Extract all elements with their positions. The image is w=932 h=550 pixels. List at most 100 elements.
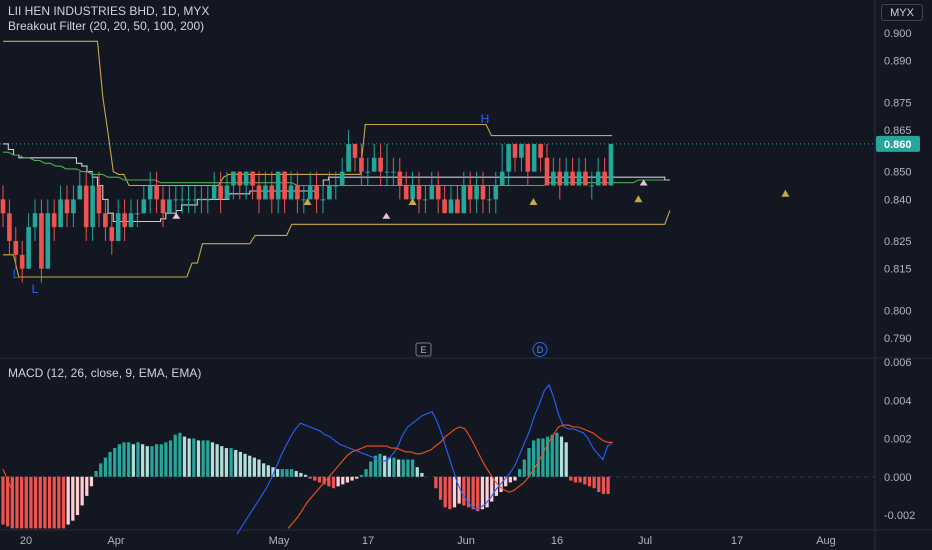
time-tick-label: 17 [362, 535, 374, 547]
macd-tick-label: 0.006 [884, 357, 912, 369]
breakout-triangle-icon [781, 189, 790, 197]
candle-body [71, 199, 76, 214]
time-tick-label: Jul [638, 535, 652, 547]
macd-histogram-bar [350, 476, 354, 481]
macd-histogram-bar [262, 463, 266, 477]
candle-body [218, 185, 223, 200]
macd-histogram-bar [494, 476, 499, 496]
macd-histogram-bar [476, 476, 480, 512]
candle-body [359, 157, 364, 172]
macd-histogram-bar [131, 444, 135, 477]
macd-histogram-bar [294, 471, 298, 477]
currency-button[interactable]: MYX [881, 4, 923, 21]
macd-histogram-bar [303, 474, 308, 477]
macd-histogram-bar [52, 476, 56, 529]
price-tick-label: 0.800 [884, 305, 912, 317]
macd-histogram-bar [187, 438, 191, 477]
macd-histogram-bar [359, 474, 364, 477]
macd-histogram-bar [480, 476, 485, 510]
macd-histogram-bar [108, 451, 112, 477]
candle-body [551, 171, 556, 186]
candle-body [167, 199, 172, 214]
macd-pane [0, 383, 875, 535]
candle-body [346, 143, 351, 172]
macd-histogram-bar [252, 457, 256, 477]
macd-histogram-bar [299, 472, 303, 477]
candle-body [115, 213, 121, 241]
macd-histogram-bar [38, 476, 42, 529]
candle-body [288, 185, 294, 200]
price-tick-label: 0.900 [884, 28, 912, 40]
macd-histogram-bar [182, 436, 187, 477]
macd-histogram-bar [280, 469, 284, 477]
candle-body [199, 199, 204, 201]
candle-body [378, 157, 383, 172]
price-tick-label: 0.825 [884, 236, 912, 248]
lower-band-line [3, 210, 671, 278]
pivot-low-label: L [32, 282, 39, 296]
time-tick-label: May [269, 535, 290, 547]
macd-histogram-bar [75, 476, 80, 515]
time-tick-label: 17 [731, 535, 743, 547]
macd-histogram-bar [457, 476, 461, 504]
candle-body [154, 185, 159, 200]
candle-body [122, 213, 127, 228]
price-tick-label: 0.890 [884, 56, 912, 68]
macd-histogram-bar [141, 444, 145, 477]
candle-body [301, 199, 307, 201]
chart-title: LII HEN INDUSTRIES BHD, 1D, MYX [8, 4, 210, 18]
candle-body [269, 185, 275, 200]
macd-histogram-bar [238, 451, 243, 477]
price-tick-label: 0.840 [884, 194, 912, 206]
macd-histogram-bar [210, 442, 215, 477]
macd-histogram-bar [583, 476, 587, 485]
candle-body [583, 171, 588, 186]
time-tick-label: Apr [107, 535, 124, 547]
dividend-badge[interactable] [532, 342, 548, 357]
pivot-triangle-icon [172, 212, 181, 219]
candle-body [51, 213, 57, 228]
candle-body [371, 157, 377, 172]
candle-body [141, 199, 147, 214]
macd-histogram-bar [606, 476, 610, 494]
candle-body [474, 185, 479, 200]
macd-histogram-bar [369, 461, 373, 477]
earnings-badge[interactable] [415, 342, 432, 357]
candle-body [320, 199, 326, 201]
candle-body [525, 143, 531, 172]
candle-body [493, 185, 499, 200]
macd-legend: MACD (12, 26, close, 9, EMA, EMA) [8, 366, 202, 380]
macd-histogram-bar [136, 442, 140, 477]
candle-body [32, 213, 38, 228]
macd-histogram-bar [117, 444, 121, 477]
macd-histogram-bar [168, 440, 173, 477]
macd-histogram-bar [383, 455, 387, 477]
price-tick-label: 0.865 [884, 125, 912, 137]
candle-body [7, 213, 12, 241]
macd-histogram-bar [541, 438, 545, 477]
candle-body [435, 185, 441, 200]
macd-tick-label: 0.000 [884, 472, 912, 484]
candle-body [13, 240, 19, 255]
macd-histogram-bar [19, 476, 24, 529]
candle-body [595, 171, 601, 186]
macd-histogram-bar [80, 476, 84, 506]
macd-histogram-bar [434, 476, 438, 489]
earnings-badge-label: E [420, 345, 426, 355]
macd-histogram-bar [578, 476, 582, 483]
macd-histogram-bar [415, 467, 419, 477]
macd-histogram-bar [317, 476, 322, 483]
candle-body [19, 254, 25, 269]
macd-histogram-bar [89, 476, 94, 487]
breakout-triangle-icon [408, 198, 417, 206]
macd-histogram-bar [1, 476, 5, 525]
candle-body [333, 185, 339, 187]
candle-body [487, 199, 492, 201]
candle-body [307, 185, 313, 200]
macd-histogram-bar [485, 476, 489, 508]
macd-histogram-bar [94, 471, 98, 477]
candle-body [186, 199, 191, 201]
candle-body [77, 185, 83, 200]
